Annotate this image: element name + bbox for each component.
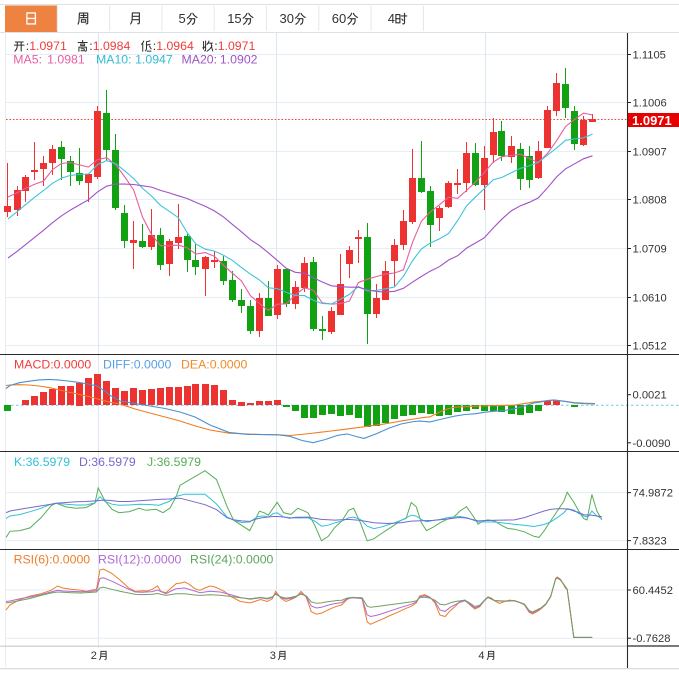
svg-text:7.8323: 7.8323 xyxy=(633,536,667,548)
svg-text:74.9872: 74.9872 xyxy=(633,488,673,500)
svg-text:60.4452: 60.4452 xyxy=(633,585,673,597)
svg-text:1.0902: 1.0902 xyxy=(220,52,258,66)
svg-text:RSI(12):0.0000: RSI(12):0.0000 xyxy=(98,553,182,567)
svg-text::: : xyxy=(89,39,92,53)
svg-text:MA5:: MA5: xyxy=(13,52,42,66)
svg-text:-0.0090: -0.0090 xyxy=(633,438,671,450)
svg-text:DIFF:0.0000: DIFF:0.0000 xyxy=(103,358,172,372)
svg-text:1.0984: 1.0984 xyxy=(93,39,131,53)
svg-text:0.0021: 0.0021 xyxy=(633,390,667,402)
svg-text:K:36.5979: K:36.5979 xyxy=(14,455,70,469)
svg-text:D:36.5979: D:36.5979 xyxy=(79,455,136,469)
svg-text:1.1105: 1.1105 xyxy=(633,50,666,62)
svg-text:1.0947: 1.0947 xyxy=(135,52,173,66)
svg-text:J:36.5979: J:36.5979 xyxy=(147,455,201,469)
svg-text:1.0971: 1.0971 xyxy=(29,39,67,53)
svg-text:-0.7628: -0.7628 xyxy=(633,633,671,645)
svg-text:60: 60 xyxy=(332,11,346,26)
svg-text:3: 3 xyxy=(270,650,276,662)
svg-text:4: 4 xyxy=(478,650,484,662)
svg-text:RSI(6):0.0000: RSI(6):0.0000 xyxy=(14,553,91,567)
svg-text:1.0709: 1.0709 xyxy=(633,244,667,256)
svg-text:2: 2 xyxy=(91,650,97,662)
svg-text:1.1006: 1.1006 xyxy=(633,98,667,110)
svg-text:RSI(24):0.0000: RSI(24):0.0000 xyxy=(190,553,274,567)
svg-text::: : xyxy=(153,39,156,53)
svg-text:DEA:0.0000: DEA:0.0000 xyxy=(181,358,247,372)
svg-text:1.0964: 1.0964 xyxy=(156,39,194,53)
svg-text:1.0512: 1.0512 xyxy=(633,341,667,353)
svg-text::: : xyxy=(214,39,217,53)
svg-text:30: 30 xyxy=(280,11,294,26)
svg-text:4: 4 xyxy=(388,11,395,26)
svg-text::: : xyxy=(26,39,29,53)
svg-text:1.0610: 1.0610 xyxy=(633,293,667,305)
svg-text:MA20:: MA20: xyxy=(182,52,218,66)
svg-text:1.0907: 1.0907 xyxy=(633,147,667,159)
svg-text:1.0971: 1.0971 xyxy=(632,113,672,128)
svg-text:MA10:: MA10: xyxy=(96,52,132,66)
svg-text:5: 5 xyxy=(179,11,186,26)
svg-text:1.0971: 1.0971 xyxy=(218,39,256,53)
svg-text:15: 15 xyxy=(227,11,241,26)
svg-text:1.0808: 1.0808 xyxy=(633,195,667,207)
svg-text:1.0981: 1.0981 xyxy=(47,52,85,66)
svg-text:MACD:0.0000: MACD:0.0000 xyxy=(14,358,91,372)
